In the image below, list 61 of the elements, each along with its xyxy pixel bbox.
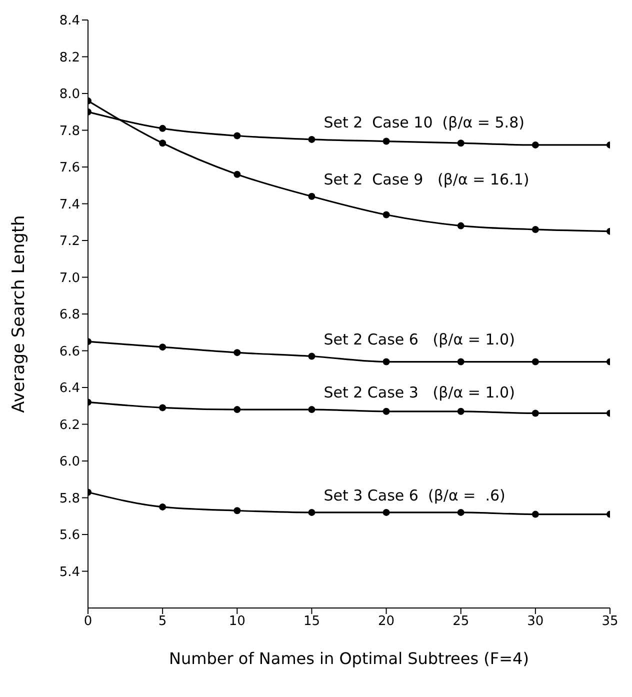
- point: [532, 226, 539, 233]
- y-tick-label: 5.6: [59, 528, 80, 544]
- x-tick-label: 0: [84, 614, 92, 630]
- point: [234, 170, 241, 178]
- point: [234, 132, 241, 140]
- point: [457, 508, 464, 516]
- series-label: Set 2 Case 6 (β/α = 1.0): [324, 330, 515, 348]
- point: [532, 141, 539, 148]
- point: [234, 349, 241, 356]
- point: [308, 406, 316, 414]
- series-label: Set 2 Case 10 (β/α = 5.8): [324, 113, 524, 132]
- x-tick-label: 35: [602, 614, 618, 630]
- point: [382, 211, 390, 218]
- x-tick-label: 20: [378, 614, 395, 630]
- point: [308, 192, 316, 200]
- point: [457, 358, 464, 366]
- x-tick-label: 15: [303, 614, 320, 630]
- point: [382, 508, 390, 516]
- point: [159, 503, 166, 510]
- y-tick-label: 6.0: [59, 454, 80, 470]
- point: [308, 136, 316, 143]
- y-tick-label: 7.0: [59, 270, 80, 286]
- y-tick-label: 7.6: [59, 160, 80, 176]
- point: [159, 140, 166, 147]
- point: [532, 510, 539, 518]
- y-tick-label: 7.4: [59, 197, 80, 212]
- y-tick-label: 5.8: [59, 491, 80, 506]
- point: [382, 358, 390, 366]
- y-tick-label: 6.8: [59, 308, 80, 323]
- x-axis-title: Number of Names in Optimal Subtrees (F=4): [169, 649, 529, 668]
- point: [159, 124, 166, 132]
- series-label: Set 3 Case 6 (β/α = .6): [324, 486, 506, 504]
- point: [382, 408, 390, 415]
- y-tick-label: 8.2: [59, 50, 80, 66]
- point: [234, 507, 241, 514]
- series-label: Set 2 Case 9 (β/α = 16.1): [324, 170, 530, 188]
- point: [159, 404, 166, 412]
- y-tick-label: 8.0: [59, 87, 80, 102]
- y-tick-label: 6.6: [59, 344, 80, 360]
- x-tick-label: 10: [228, 614, 246, 630]
- point: [532, 358, 539, 366]
- y-axis-title: Average Search Length: [9, 215, 30, 413]
- y-tick-label: 6.2: [59, 418, 80, 433]
- point: [159, 344, 166, 351]
- point: [234, 406, 241, 414]
- point: [532, 410, 539, 417]
- y-tick-label: 5.4: [59, 564, 80, 580]
- x-tick-label: 25: [452, 614, 470, 630]
- point: [308, 508, 316, 516]
- point: [457, 140, 464, 147]
- y-tick-label: 7.2: [59, 234, 80, 250]
- x-tick-label: 5: [158, 614, 167, 630]
- series-label: Set 2 Case 3 (β/α = 1.0): [324, 384, 515, 402]
- x-tick-label: 30: [527, 614, 544, 630]
- y-tick-label: 7.8: [59, 124, 80, 139]
- point: [308, 352, 316, 360]
- point: [457, 222, 464, 230]
- point: [457, 408, 464, 415]
- point: [382, 138, 390, 145]
- y-tick-label: 6.4: [59, 381, 80, 396]
- y-tick-label: 8.4: [59, 14, 80, 29]
